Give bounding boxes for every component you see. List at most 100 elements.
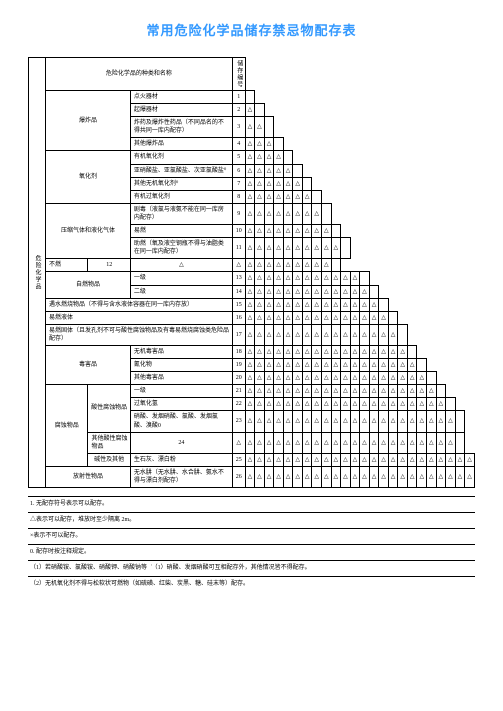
matrix-cell: △ [455, 466, 465, 487]
matrix-cell: △ [321, 272, 331, 285]
matrix-cell: △ [302, 324, 312, 345]
row-number: 1 [232, 91, 245, 104]
matrix-cell: △ [293, 345, 303, 358]
row-number: 12 [88, 259, 130, 272]
row-number: 11 [232, 238, 245, 259]
row-label: 点火器材 [130, 91, 232, 104]
matrix-cell: △ [302, 272, 312, 285]
matrix-cell: △ [312, 385, 322, 398]
matrix-cell: △ [283, 359, 293, 372]
matrix-cell: △ [264, 225, 274, 238]
row-label: 生石灰、漂白粉 [130, 453, 232, 466]
matrix-cell: △ [331, 372, 341, 385]
row-label: 一级 [130, 385, 232, 398]
matrix-cell: △ [302, 298, 312, 311]
matrix-cell: △ [274, 345, 284, 358]
row-label: 过氧化氢 [130, 398, 232, 411]
matrix-cell: △ [274, 385, 284, 398]
matrix-cell: △ [465, 466, 475, 487]
row-label: 氰化物 [130, 359, 232, 372]
matrix-cell: △ [293, 372, 303, 385]
matrix-cell: △ [426, 453, 436, 466]
matrix-cell: △ [312, 203, 322, 224]
row-label: 易燃 [130, 225, 232, 238]
matrix-cell: △ [350, 285, 360, 298]
matrix-cell: △ [274, 164, 284, 177]
matrix-cell: △ [321, 259, 331, 272]
matrix-cell: △ [398, 372, 408, 385]
matrix-cell: △ [255, 432, 265, 453]
matrix-cell: △ [302, 203, 312, 224]
matrix-cell: △ [312, 345, 322, 358]
row-label: 其他爆炸品 [130, 138, 232, 151]
row-number: 9 [232, 203, 245, 224]
matrix-cell: △ [369, 411, 379, 432]
matrix-cell: △ [274, 272, 284, 285]
matrix-cell: △ [283, 311, 293, 324]
matrix-cell: △ [255, 359, 265, 372]
matrix-cell: △ [465, 453, 475, 466]
matrix-diag [331, 259, 341, 272]
matrix-cell: △ [321, 385, 331, 398]
matrix-cell: △ [293, 311, 303, 324]
matrix-diag [283, 151, 293, 164]
matrix-cell: △ [398, 466, 408, 487]
matrix-cell: △ [255, 272, 265, 285]
matrix-cell: △ [436, 453, 446, 466]
matrix-cell: △ [426, 398, 436, 411]
row-label: 一级 [130, 272, 232, 285]
matrix-cell: △ [274, 453, 284, 466]
matrix-cell: △ [350, 311, 360, 324]
matrix-cell: △ [293, 177, 303, 190]
vertical-spine: 危险化学品 [29, 58, 46, 488]
row-label: 无机毒害品 [130, 345, 232, 358]
matrix-cell: △ [293, 359, 303, 372]
matrix-cell: △ [341, 411, 351, 432]
table-row: 易燃固体（且发孔剂不可与酸性腐蚀物品及有毒易燃烧腐蚀类危险品配存）17△△△△△… [29, 324, 475, 345]
row-number: 4 [232, 138, 245, 151]
matrix-cell: △ [312, 411, 322, 432]
matrix-cell: △ [293, 238, 303, 259]
matrix-cell: △ [283, 190, 293, 203]
matrix-cell: △ [264, 432, 274, 453]
row-number: 17 [232, 324, 245, 345]
matrix-cell: △ [360, 453, 370, 466]
matrix-cell: △ [341, 385, 351, 398]
matrix-cell: △ [245, 345, 255, 358]
matrix-cell: △ [245, 285, 255, 298]
matrix-cell: △ [255, 138, 265, 151]
matrix-cell: △ [341, 324, 351, 345]
matrix-cell: △ [245, 151, 255, 164]
note-line: 0. 配存时按注释规定。 [28, 545, 475, 561]
matrix-cell: △ [341, 432, 351, 453]
matrix-cell: △ [264, 324, 274, 345]
matrix-cell: △ [360, 411, 370, 432]
matrix-cell: △ [264, 151, 274, 164]
matrix-cell: △ [274, 285, 284, 298]
matrix-cell: △ [388, 372, 398, 385]
matrix-cell: △ [264, 238, 274, 259]
matrix-diag [426, 372, 436, 385]
matrix-cell: △ [274, 298, 284, 311]
matrix-cell: △ [350, 385, 360, 398]
matrix-cell: △ [379, 372, 389, 385]
matrix-cell: △ [302, 285, 312, 298]
row-label: 有机过氧化剂 [130, 190, 232, 203]
row-label: 其他毒害品 [130, 372, 232, 385]
matrix-cell: △ [264, 359, 274, 372]
matrix-cell: △ [331, 298, 341, 311]
matrix-cell: △ [245, 190, 255, 203]
row-label: 易燃固体（且发孔剂不可与酸性腐蚀物品及有毒易燃烧腐蚀类危险品配存） [45, 324, 232, 345]
matrix-cell: △ [245, 385, 255, 398]
matrix-cell: △ [264, 453, 274, 466]
matrix-cell: △ [341, 466, 351, 487]
table-row: 压缩气体和液化气体剧毒（液氯与液氨不能在同一库房内配存）9△△△△△△△△ [29, 203, 475, 224]
matrix-cell: △ [417, 372, 427, 385]
matrix-cell: △ [312, 259, 322, 272]
matrix-cell: △ [388, 385, 398, 398]
matrix-cell: △ [350, 324, 360, 345]
matrix-cell: △ [245, 372, 255, 385]
matrix-cell: △ [369, 466, 379, 487]
matrix-cell: △ [369, 359, 379, 372]
matrix-cell: △ [446, 432, 456, 453]
